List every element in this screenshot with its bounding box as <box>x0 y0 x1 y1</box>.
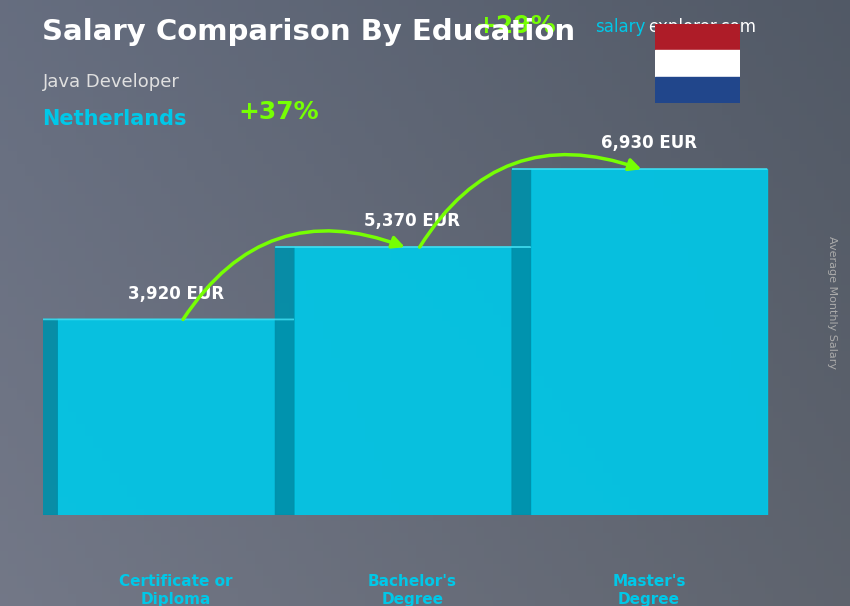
Polygon shape <box>275 247 294 515</box>
Text: +37%: +37% <box>239 100 320 124</box>
Text: Master's
Degree: Master's Degree <box>612 574 686 606</box>
Text: 3,920 EUR: 3,920 EUR <box>128 284 224 302</box>
Text: Salary Comparison By Education: Salary Comparison By Education <box>42 18 575 46</box>
Text: salary: salary <box>595 18 645 36</box>
Text: Certificate or
Diploma: Certificate or Diploma <box>119 574 232 606</box>
Text: Average Monthly Salary: Average Monthly Salary <box>827 236 837 370</box>
Text: 5,370 EUR: 5,370 EUR <box>365 212 460 230</box>
Polygon shape <box>512 169 530 515</box>
Polygon shape <box>294 247 530 515</box>
Text: +29%: +29% <box>475 14 556 38</box>
Text: Bachelor's
Degree: Bachelor's Degree <box>368 574 456 606</box>
FancyArrowPatch shape <box>183 231 401 319</box>
Polygon shape <box>530 169 768 515</box>
Bar <box>654 77 740 103</box>
Text: 6,930 EUR: 6,930 EUR <box>601 135 697 152</box>
Polygon shape <box>39 319 57 515</box>
Polygon shape <box>57 319 294 515</box>
Text: Netherlands: Netherlands <box>42 109 187 129</box>
FancyArrowPatch shape <box>420 155 638 247</box>
Bar <box>654 24 740 50</box>
Text: explorer.com: explorer.com <box>648 18 756 36</box>
Text: Java Developer: Java Developer <box>42 73 179 91</box>
Bar <box>654 50 740 77</box>
